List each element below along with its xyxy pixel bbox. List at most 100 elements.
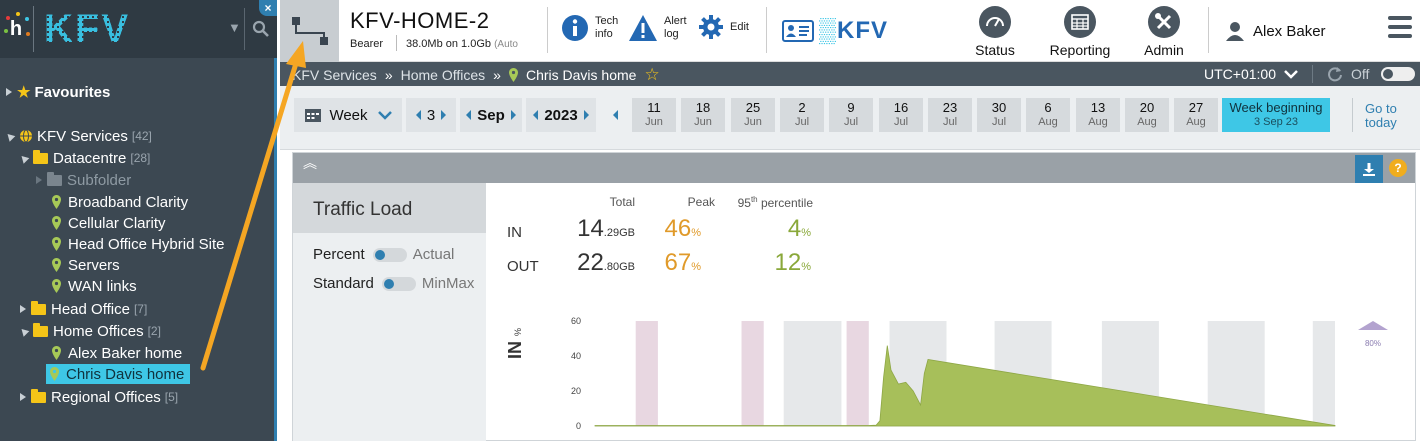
tree-site-head-office-hybrid[interactable]: Head Office Hybrid Site bbox=[52, 234, 224, 254]
edit-button[interactable]: Edit bbox=[698, 14, 749, 40]
prev-day-icon[interactable] bbox=[415, 110, 421, 120]
out-total-frac: .80 bbox=[603, 261, 620, 273]
search-icon bbox=[252, 20, 269, 37]
traffic-load-panel: ︽ ? Traffic Load Percent Actual Standard… bbox=[292, 152, 1416, 441]
tree-subfolder[interactable]: Subfolder bbox=[36, 170, 131, 190]
favourite-star-icon[interactable]: ☆ bbox=[644, 65, 660, 84]
gear-icon bbox=[699, 15, 723, 39]
tree-kfv-services[interactable]: KFV Services [42] bbox=[4, 126, 152, 146]
sidebar: h KFV ▼ × ★ Favourites KFV Services [42]… bbox=[0, 0, 277, 441]
breadcrumb-home-offices[interactable]: Home Offices bbox=[400, 67, 486, 83]
timezone-select[interactable]: UTC+01:00 bbox=[1204, 66, 1276, 82]
week-button[interactable]: 18 Jun bbox=[681, 98, 725, 132]
download-button[interactable] bbox=[1355, 155, 1383, 183]
prev-month-icon[interactable] bbox=[466, 110, 472, 120]
standard-minmax-toggle[interactable]: Standard MinMax bbox=[313, 275, 474, 292]
week-month: Jun bbox=[744, 116, 762, 128]
current-week[interactable]: Week beginning 3 Sep 23 bbox=[1222, 98, 1330, 132]
week-button[interactable]: 20 Aug bbox=[1125, 98, 1169, 132]
header-percentile: 95th percentile bbox=[723, 195, 813, 210]
collapse-panel-icon[interactable]: ︽ bbox=[303, 155, 317, 171]
chevron-down-icon[interactable] bbox=[1284, 69, 1298, 79]
tree-site-servers[interactable]: Servers bbox=[52, 255, 120, 275]
out-percentile-unit: % bbox=[801, 261, 811, 273]
week-day: 16 bbox=[893, 100, 909, 115]
tech-info-button[interactable]: Tech info bbox=[561, 14, 618, 42]
week-month: Jul bbox=[794, 116, 810, 128]
bearer-label: Bearer bbox=[350, 38, 384, 50]
week-button[interactable]: 27 Aug bbox=[1174, 98, 1218, 132]
tree-label: Favourites bbox=[34, 83, 111, 101]
divider bbox=[766, 7, 767, 53]
toggle-switch[interactable] bbox=[372, 247, 407, 262]
tree-favourites[interactable]: ★ Favourites bbox=[6, 82, 110, 102]
close-sidebar-button[interactable]: × bbox=[259, 0, 277, 16]
month-stepper[interactable]: Sep bbox=[460, 98, 522, 132]
alert-log-button[interactable]: Alert log bbox=[628, 14, 687, 42]
nav-reporting[interactable]: Reporting bbox=[1040, 6, 1120, 58]
out-total-unit: GB bbox=[619, 261, 635, 273]
location-pin-icon bbox=[50, 367, 59, 381]
account-dropdown-icon[interactable]: ▼ bbox=[228, 20, 241, 35]
percent-actual-toggle[interactable]: Percent Actual bbox=[313, 246, 454, 263]
week-button[interactable]: 9 Jul bbox=[829, 98, 873, 132]
hamburger-menu-icon[interactable] bbox=[1388, 16, 1412, 40]
year-stepper[interactable]: 2023 bbox=[526, 98, 596, 132]
week-button[interactable]: 30 Jul bbox=[977, 98, 1021, 132]
week-button[interactable]: 25 Jun bbox=[731, 98, 775, 132]
prev-year-icon[interactable] bbox=[533, 110, 539, 120]
search-button[interactable] bbox=[244, 8, 277, 50]
week-button[interactable]: 13 Aug bbox=[1076, 98, 1120, 132]
chart-day-band bbox=[1312, 321, 1335, 426]
tree-home-offices[interactable]: Home Offices [2] bbox=[18, 321, 161, 341]
toggle-on-label: Percent bbox=[313, 246, 365, 263]
row-out-label: OUT bbox=[507, 258, 539, 275]
contact-card-icon[interactable] bbox=[782, 20, 814, 42]
week-day: 6 bbox=[1044, 100, 1052, 115]
tree-site-cellular-clarity[interactable]: Cellular Clarity bbox=[52, 213, 166, 233]
week-button[interactable]: 16 Jul bbox=[879, 98, 923, 132]
toggle-switch[interactable] bbox=[381, 276, 416, 291]
header-percentile-sup: th bbox=[750, 195, 758, 204]
goto-today-label: Go to bbox=[1365, 101, 1397, 116]
day-stepper[interactable]: 3 bbox=[406, 98, 456, 132]
tree-regional-offices[interactable]: Regional Offices [5] bbox=[20, 387, 178, 407]
prev-week-icon[interactable] bbox=[613, 110, 618, 120]
tree-site-alex-baker-home[interactable]: Alex Baker home bbox=[52, 343, 182, 363]
next-day-icon[interactable] bbox=[441, 110, 447, 120]
report-grid-icon bbox=[1071, 14, 1089, 30]
week-month: Jul bbox=[893, 116, 909, 128]
week-month: Jun bbox=[645, 116, 663, 128]
nav-admin[interactable]: Admin bbox=[1124, 6, 1204, 58]
tree-head-office[interactable]: Head Office [7] bbox=[20, 299, 147, 319]
help-button[interactable]: ? bbox=[1389, 159, 1407, 177]
week-button[interactable]: 2 Jul bbox=[780, 98, 824, 132]
next-year-icon[interactable] bbox=[583, 110, 589, 120]
tree-datacentre[interactable]: Datacentre [28] bbox=[18, 148, 150, 168]
folder-icon bbox=[33, 149, 48, 164]
next-month-icon[interactable] bbox=[510, 110, 516, 120]
device-type-button[interactable] bbox=[280, 0, 339, 62]
user-menu[interactable]: Alex Baker bbox=[1226, 21, 1326, 41]
app-logo[interactable]: h bbox=[4, 12, 30, 46]
calendar-icon bbox=[305, 109, 322, 122]
week-button[interactable]: 6 Aug bbox=[1026, 98, 1070, 132]
tree-site-chris-davis-home[interactable]: Chris Davis home bbox=[46, 364, 191, 384]
auto-refresh-toggle[interactable] bbox=[1381, 67, 1416, 81]
chart-y-tick: 20 bbox=[571, 386, 581, 396]
week-button[interactable]: 23 Jul bbox=[928, 98, 972, 132]
breadcrumb-current: Chris Davis home bbox=[525, 67, 637, 83]
goto-today-link[interactable]: Go to today bbox=[1365, 102, 1397, 130]
chart-day-band bbox=[783, 321, 842, 426]
tree-site-broadband-clarity[interactable]: Broadband Clarity bbox=[52, 192, 188, 212]
breadcrumb-kfv-services[interactable]: KFV Services bbox=[292, 67, 377, 83]
chart-y-tick: 0 bbox=[576, 421, 581, 431]
nav-status[interactable]: Status bbox=[955, 6, 1035, 58]
period-select[interactable]: Week bbox=[294, 98, 402, 132]
week-month: Aug bbox=[1186, 116, 1206, 128]
breadcrumb-separator: » bbox=[493, 67, 501, 83]
week-button[interactable]: 11 Jun bbox=[632, 98, 676, 132]
toggle-off-label: MinMax bbox=[421, 275, 475, 292]
tree-label: Home Offices bbox=[53, 322, 144, 340]
tree-site-wan-links[interactable]: WAN links bbox=[52, 276, 137, 296]
